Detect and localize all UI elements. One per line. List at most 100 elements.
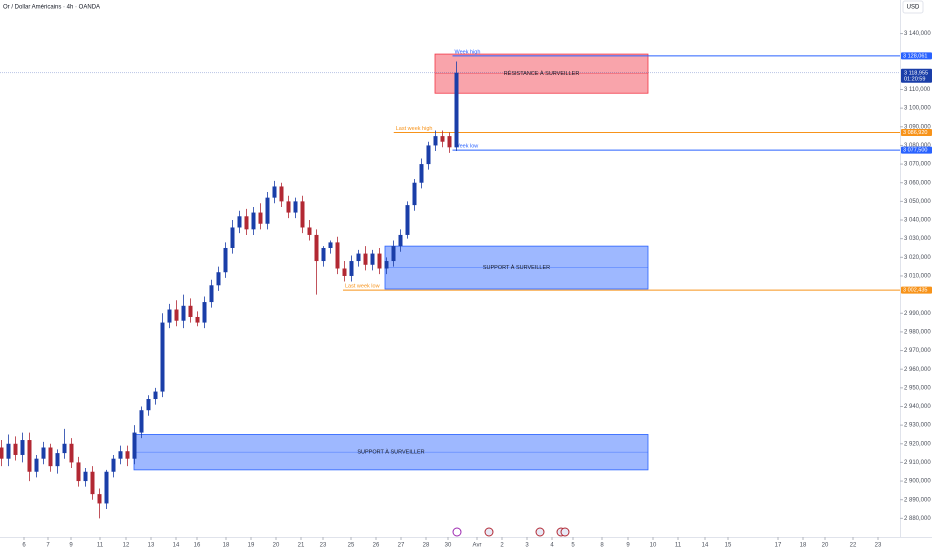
x-tick-label: 19: [248, 543, 255, 549]
candle-body: [356, 253, 361, 262]
candle-body: [216, 272, 221, 286]
price-tag-label: 3 086,920: [903, 130, 927, 136]
candle-body: [433, 136, 438, 146]
candle-body: [188, 305, 193, 317]
candle-body: [202, 302, 207, 323]
y-tick-label: 3 020,000: [904, 255, 931, 261]
candle-body: [13, 443, 18, 455]
y-tick-label: 2 920,000: [904, 441, 931, 447]
candle-body: [125, 451, 130, 459]
x-tick-label: 20: [273, 543, 280, 549]
candle-body: [6, 443, 11, 459]
candle-body: [118, 451, 123, 459]
candle-body: [76, 462, 81, 482]
y-tick-label: 3 030,000: [904, 236, 931, 242]
candle-body: [300, 201, 305, 228]
candle-body: [34, 458, 39, 472]
event-icons: [452, 527, 570, 537]
x-tick-label: 17: [775, 543, 782, 549]
candle-body: [363, 253, 368, 265]
y-tick-label: 3 110,000: [904, 87, 931, 93]
x-tick-label: 6: [22, 543, 26, 549]
price-tag-label: 3 002,435: [903, 288, 927, 294]
candle-body: [209, 285, 214, 303]
candle-body: [279, 186, 284, 202]
y-tick-label: 2 970,000: [904, 348, 931, 354]
candle-body: [111, 458, 116, 472]
candle-body: [426, 145, 431, 165]
x-tick-label: 7: [46, 543, 50, 549]
candle-body: [286, 201, 291, 213]
y-tick-label: 3 010,000: [904, 274, 931, 280]
x-tick-label: 2: [500, 543, 504, 549]
candle-body: [447, 136, 452, 148]
candle-body: [41, 447, 46, 459]
candle-body: [27, 440, 32, 472]
candle-body: [307, 227, 312, 235]
candle-body: [349, 261, 354, 276]
x-tick-label: 8: [600, 543, 604, 549]
candle-body: [293, 201, 298, 213]
y-tick-label: 2 930,000: [904, 423, 931, 429]
candle-body: [251, 212, 256, 230]
candle-body: [97, 494, 102, 504]
x-tick-label: 14: [702, 543, 709, 549]
event-icon[interactable]: [560, 527, 570, 537]
candle-body: [146, 399, 151, 411]
x-tick-label: 20: [822, 543, 829, 549]
candle-body: [153, 391, 158, 400]
zone-label: SUPPORT À SURVEILLER: [483, 264, 550, 271]
level-label: Last week high: [396, 126, 433, 132]
zone-label: RÉSISTANCE À SURVEILLER: [504, 70, 580, 77]
x-tick-label: 9: [69, 543, 73, 549]
x-tick-label: 16: [194, 543, 201, 549]
candle-body: [83, 471, 88, 482]
x-tick-label: 22: [850, 543, 857, 549]
y-tick-label: 3 040,000: [904, 218, 931, 224]
currency[interactable]: USD: [907, 5, 920, 11]
candle-body: [223, 247, 228, 273]
candle-body: [160, 322, 165, 392]
x-tick-label: 18: [800, 543, 807, 549]
candle-body: [244, 216, 249, 230]
x-tick-label: 21: [298, 543, 305, 549]
x-tick-label: 25: [348, 543, 355, 549]
x-tick-label: 23: [320, 543, 327, 549]
x-tick-label: Avr: [473, 543, 482, 549]
x-tick-label: 11: [97, 543, 104, 549]
candle-body: [419, 164, 424, 183]
candle-body: [237, 216, 242, 228]
x-tick-label: 5: [571, 543, 575, 549]
candle-body: [328, 242, 333, 248]
x-tick-label: 3: [525, 543, 529, 549]
currency-button[interactable]: [902, 0, 924, 14]
candle-body: [454, 72, 459, 148]
y-tick-label: 2 880,000: [904, 516, 931, 522]
candle-body: [139, 410, 144, 433]
candle-body: [195, 316, 200, 323]
candle-body: [272, 186, 277, 198]
candle-body: [167, 309, 172, 323]
x-tick-label: 10: [650, 543, 657, 549]
event-icon[interactable]: [484, 527, 494, 537]
y-tick-label: 3 060,000: [904, 180, 931, 186]
candle-body: [69, 443, 74, 463]
y-tick-label: 3 050,000: [904, 199, 931, 205]
candle-body: [90, 471, 95, 495]
zone-label: SUPPORT À SURVEILLER: [357, 449, 424, 456]
x-tick-label: 30: [445, 543, 452, 549]
x-tick-label: 23: [875, 543, 882, 549]
candle-body: [20, 440, 25, 455]
price-tag-label: 3 077,500: [903, 148, 927, 154]
y-tick-label: 2 910,000: [904, 460, 931, 466]
y-tick-label: 2 990,000: [904, 311, 931, 317]
y-tick-label: 3 080,000: [904, 143, 931, 149]
event-icon[interactable]: [535, 527, 545, 537]
y-tick-label: 2 940,000: [904, 404, 931, 410]
candle-body: [48, 447, 53, 467]
event-icon[interactable]: [452, 527, 462, 537]
y-tick-label: 3 070,000: [904, 162, 931, 168]
x-tick-label: 27: [398, 543, 405, 549]
candle-body: [440, 136, 445, 142]
